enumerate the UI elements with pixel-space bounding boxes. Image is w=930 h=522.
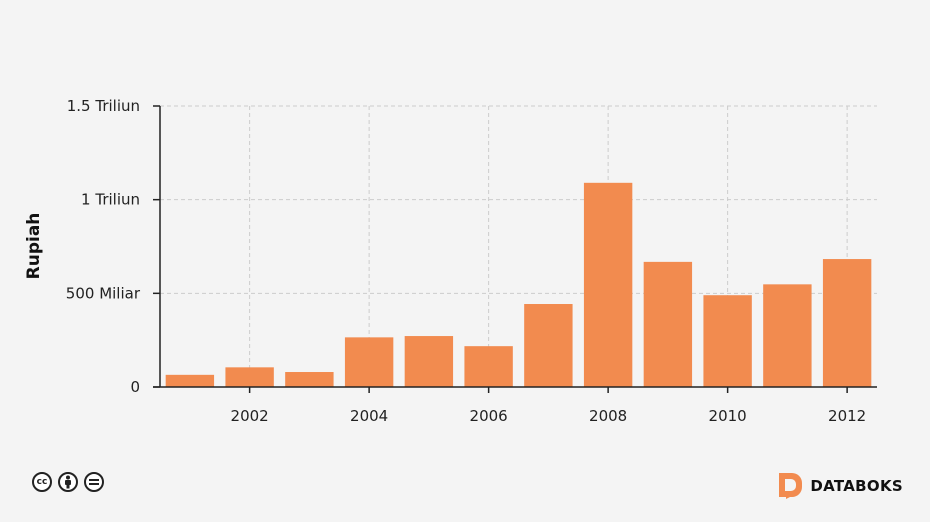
- y-tick-label: 500 Miliar: [66, 284, 141, 302]
- bar-2006: [464, 346, 513, 387]
- bar-2009: [643, 261, 693, 387]
- y-tick-label: 1 Triliun: [81, 191, 140, 209]
- databoks-logo-icon: [779, 473, 803, 499]
- bar-2004: [344, 337, 394, 387]
- license-icons: cc: [32, 472, 104, 492]
- y-tick-label: 0: [130, 378, 140, 396]
- bar-2005: [404, 336, 454, 387]
- brand-name: DATABOKS: [810, 476, 903, 495]
- x-tick-label: 2006: [470, 407, 508, 425]
- bar-2003: [285, 372, 334, 387]
- databoks-logo: DATABOKS: [777, 472, 903, 499]
- bar-2001: [165, 374, 215, 387]
- x-tick-labels: 2002 2004 2006 2008 2010 2012: [231, 407, 867, 425]
- bar-2002: [225, 367, 274, 387]
- x-tick-label: 2002: [231, 407, 269, 425]
- bars: [165, 182, 872, 387]
- bar-2010: [703, 295, 752, 387]
- x-tick-label: 2010: [709, 407, 747, 425]
- x-tick-label: 2008: [589, 407, 627, 425]
- y-tick-labels: 0 500 Miliar 1 Triliun 1.5 Triliun: [66, 97, 141, 396]
- bar-2012: [822, 259, 872, 387]
- bar-2008: [583, 182, 633, 387]
- y-axis-title: Rupiah: [24, 213, 44, 280]
- creative-commons-icon: cc: [32, 472, 52, 492]
- attribution-icon: [58, 472, 78, 492]
- y-tick-label: 1.5 Triliun: [67, 97, 140, 115]
- bar-2007: [524, 304, 573, 387]
- no-derivatives-icon: [84, 472, 104, 492]
- x-tick-label: 2004: [350, 407, 388, 425]
- bar-2011: [763, 284, 812, 387]
- axes: [153, 105, 877, 393]
- x-tick-label: 2012: [828, 407, 866, 425]
